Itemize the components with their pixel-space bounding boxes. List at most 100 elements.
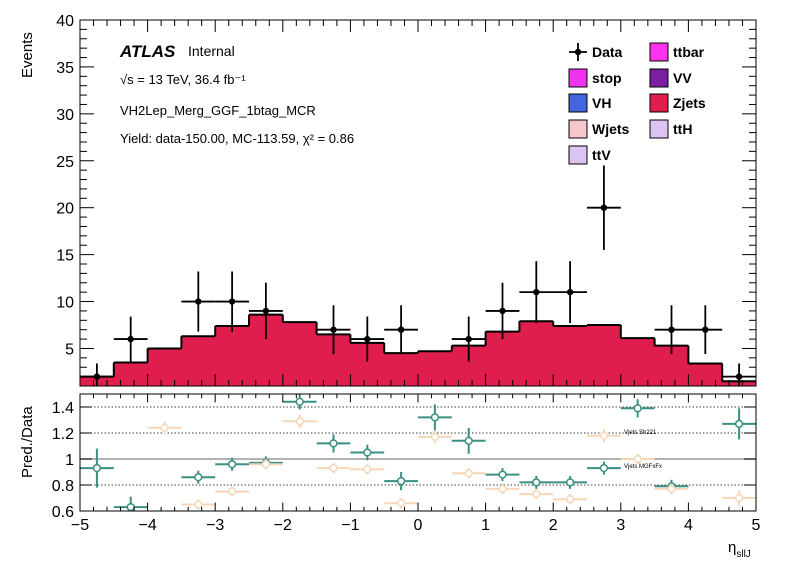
ratio-y-tick-label: 1.4 — [52, 400, 74, 417]
legend-item: VV — [649, 68, 692, 88]
ratio-marker — [363, 448, 372, 457]
ratio-marker — [464, 469, 473, 478]
ratio-series — [80, 394, 756, 512]
ratio-series — [147, 414, 756, 510]
legend-item: stop — [568, 68, 622, 88]
ratio-series-labels: Vjets Sh221 Vjets MGFxFx — [624, 430, 662, 470]
ratio-point — [350, 464, 385, 475]
zjets-fill — [80, 314, 756, 386]
legend-item: Zjets — [649, 93, 706, 113]
legend-swatch — [649, 42, 669, 62]
data-point — [181, 271, 216, 332]
data-marker — [566, 288, 574, 296]
ratio-marker — [92, 463, 102, 473]
ratio-point — [553, 475, 587, 489]
ratio-y-axis: 0.6 0.8 1 1.2 1.4 — [52, 400, 756, 521]
ratio-x-tick-label: −4 — [138, 517, 156, 534]
data-points — [80, 165, 756, 386]
ratio-point — [418, 430, 452, 444]
ratio-y-tick-label: 0.6 — [52, 504, 74, 521]
ratio-marker — [396, 476, 406, 486]
ratio-point — [722, 408, 756, 440]
data-marker — [195, 298, 202, 305]
ratio-point — [215, 457, 249, 471]
atlas-sublabel: Internal — [188, 43, 235, 59]
ratio-x-tick-label: −1 — [341, 517, 359, 534]
ratio-point — [722, 490, 756, 506]
ratio-series-label: Vjets MGFxFx — [624, 464, 662, 470]
x-axis-label: ηsllJ — [728, 539, 751, 560]
ratio-marker — [329, 439, 338, 448]
ratio-y-tick-label: 1 — [65, 452, 74, 469]
ratio-x-tick-label: −3 — [206, 517, 224, 534]
ratio-point — [316, 434, 351, 453]
data-marker — [735, 373, 743, 380]
data-marker — [262, 307, 270, 315]
ratio-x-axis: −5 −4 −3 −2 −1 0 1 2 3 4 5 — [71, 394, 761, 534]
ratio-point — [418, 404, 452, 431]
ratio-x-tick-label: 0 — [414, 517, 423, 534]
legend-label: Data — [592, 44, 623, 60]
data-point — [587, 165, 621, 250]
legend-item: VH — [568, 93, 611, 113]
ratio-marker — [532, 489, 541, 499]
main-y-tick-label: 25 — [56, 154, 74, 171]
legend-label: stop — [592, 70, 622, 86]
ratio-point — [181, 470, 216, 484]
ratio-marker — [295, 397, 304, 406]
legend-label: ttH — [673, 121, 692, 137]
ratio-marker — [532, 478, 541, 487]
legend-swatch — [649, 119, 669, 139]
legend-item: Wjets — [568, 119, 630, 139]
ratio-point — [350, 444, 385, 461]
ratio-x-tick-label: −2 — [274, 517, 292, 534]
data-point — [485, 282, 520, 340]
legend-label: VV — [673, 70, 692, 86]
legend-label: Zjets — [673, 95, 706, 111]
energy-label: √s = 13 TeV, 36.4 fb⁻¹ — [120, 72, 246, 87]
ratio-point — [451, 468, 486, 479]
legend-label: ttbar — [673, 44, 705, 60]
x-axis-label-main: η — [728, 539, 736, 556]
ratio-marker — [633, 404, 642, 413]
ratio-x-tick-label: 4 — [684, 517, 693, 534]
main-y-tick-label: 20 — [56, 201, 74, 218]
data-marker — [600, 204, 608, 211]
ratio-y-tick-label: 1.2 — [52, 426, 74, 443]
legend-item: ttbar — [649, 42, 705, 62]
legend-label: Wjets — [592, 121, 630, 137]
ratio-marker — [194, 473, 203, 482]
yield-label: Yield: data-150.00, MC-113.59, χ² = 0.86 — [120, 131, 354, 146]
ratio-point — [451, 427, 486, 454]
ratio-point — [282, 414, 317, 428]
legend-label: ttV — [592, 147, 611, 163]
ratio-point — [80, 448, 114, 488]
ratio-marker — [565, 495, 575, 504]
ratio-x-tick-label: −5 — [71, 517, 89, 534]
ratio-marker — [498, 470, 507, 479]
ratio-marker — [734, 493, 744, 503]
data-marker — [499, 307, 506, 315]
ratio-points — [80, 394, 756, 512]
ratio-marker — [734, 419, 744, 429]
main-y-tick-label: 40 — [56, 13, 74, 30]
main-y-axis: 5 10 15 20 25 30 35 40 — [56, 13, 756, 387]
data-point — [654, 305, 689, 355]
ratio-point — [519, 475, 554, 489]
ratio-marker — [565, 478, 575, 487]
legend-label: VH — [592, 95, 611, 111]
data-point — [215, 271, 249, 332]
data-marker — [127, 335, 134, 343]
ratio-y-tick-label: 0.8 — [52, 478, 74, 495]
ratio-point — [181, 499, 216, 510]
data-point — [350, 316, 385, 362]
ratio-marker — [430, 413, 440, 422]
legend-item: ttV — [568, 145, 611, 165]
ratio-marker — [126, 502, 135, 512]
ratio-point — [384, 472, 418, 491]
legend-swatch — [568, 145, 588, 165]
ratio-x-tick-label: 5 — [752, 517, 761, 534]
legend-item: Data — [569, 43, 623, 61]
main-y-tick-label: 10 — [56, 295, 74, 312]
data-point — [553, 261, 587, 324]
